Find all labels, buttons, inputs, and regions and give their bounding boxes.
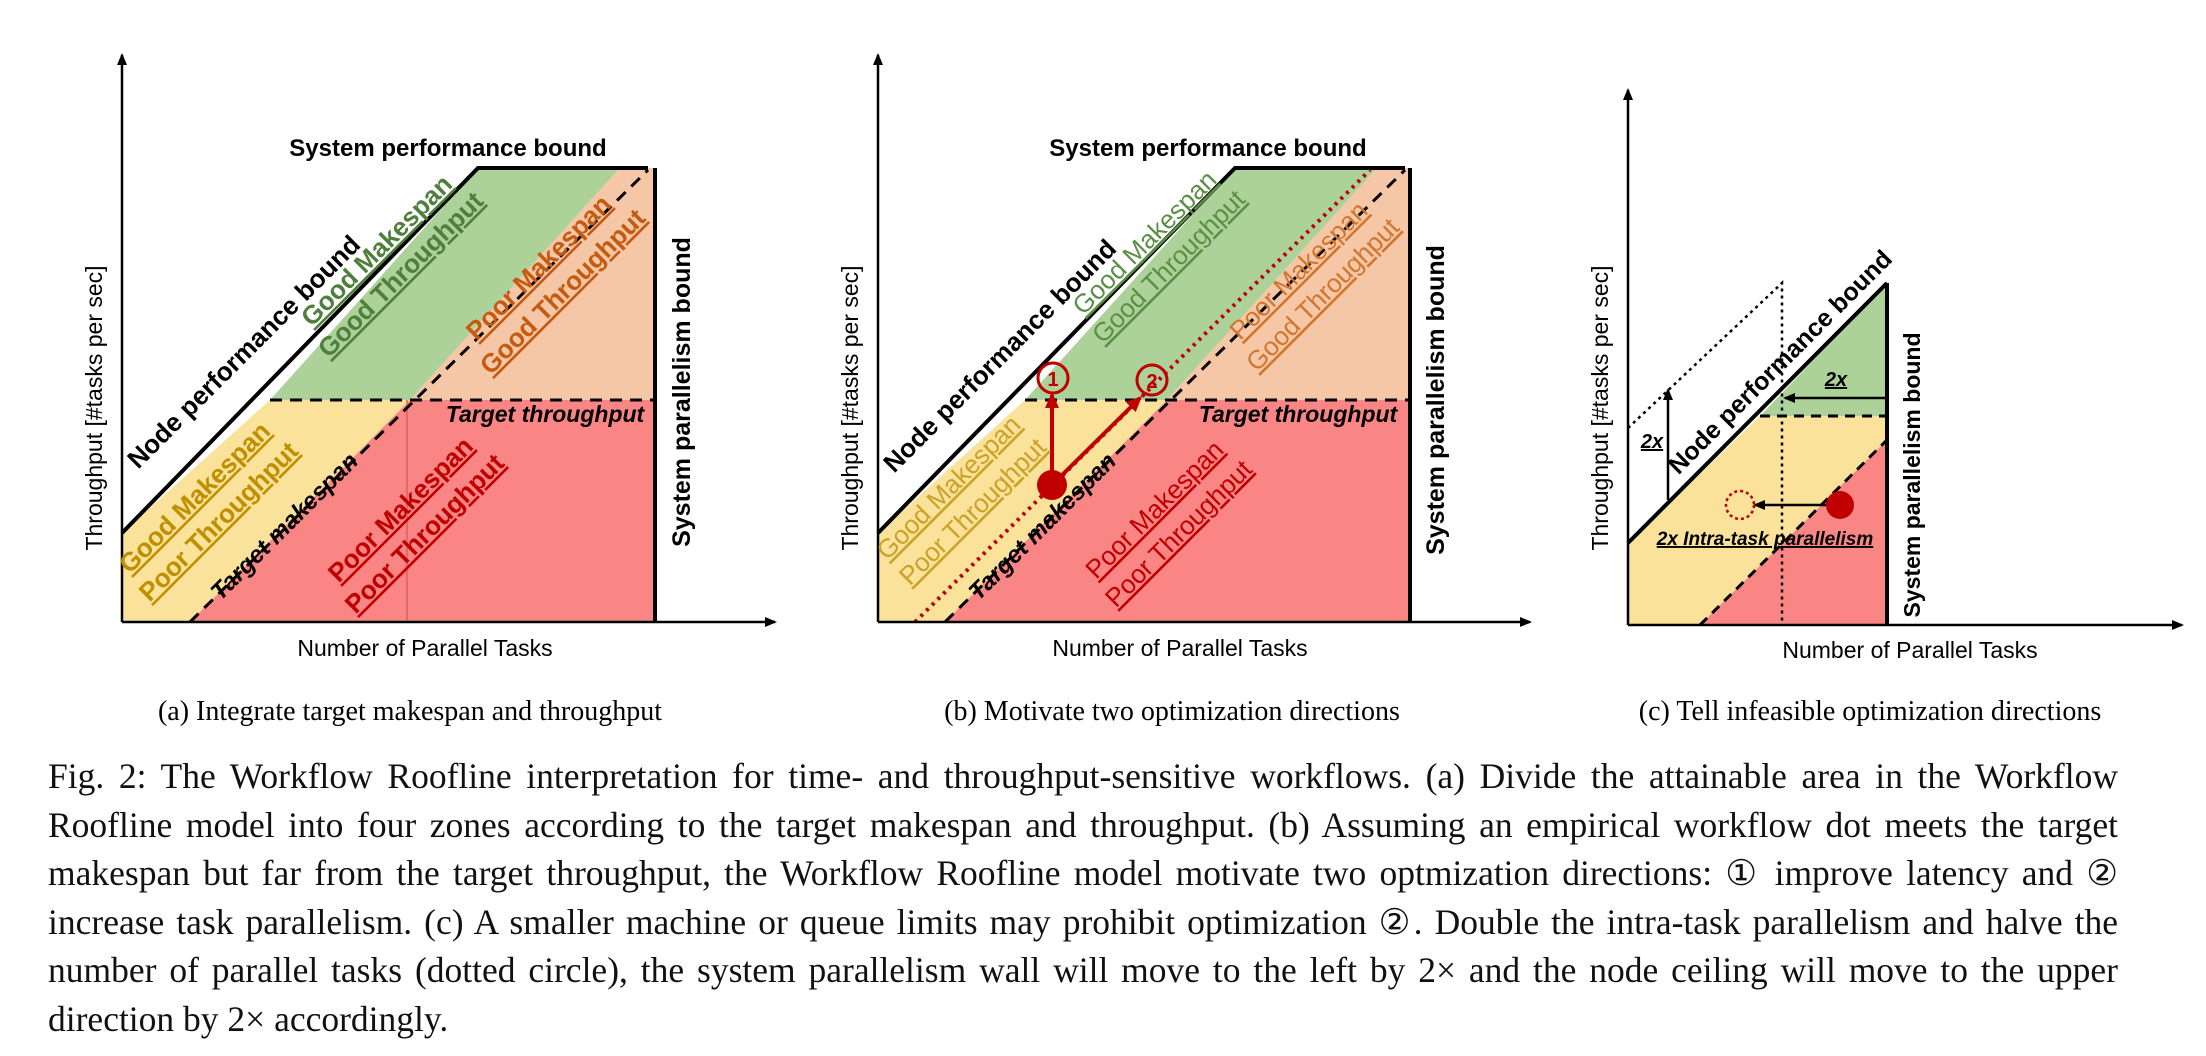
shift-left-label: 2x <box>1824 369 1848 391</box>
zone-yellow <box>878 400 1167 622</box>
caption-part3: increase task parallelism. (c) A smaller… <box>48 901 1379 942</box>
x-axis-label: Number of Parallel Tasks <box>1052 635 1307 661</box>
roofline-outline <box>876 166 1405 535</box>
workflow-dot <box>1826 491 1854 519</box>
makespan-dashed-line <box>1698 438 1889 627</box>
system-parallelism-bound-label: System parallelism bound <box>668 237 696 547</box>
y-axis-label: Throughput [#tasks per sec] <box>81 265 107 550</box>
caption-part2: improve latency and <box>1761 853 2087 893</box>
caption-circle-2: ② <box>2086 853 2119 893</box>
caption-part4: . Double the intra-task parallelism and … <box>48 901 2118 1039</box>
zone-green <box>1025 168 1377 400</box>
zone-green <box>270 168 620 400</box>
marker-1-label: 1 <box>1047 369 1058 391</box>
x-axis-label: Number of Parallel Tasks <box>1782 637 2037 663</box>
shift-up-label: 2x <box>1640 431 1664 453</box>
caption-fig-label: Fig. 2: <box>48 756 147 796</box>
arrow-increase-parallelism <box>1050 395 1143 487</box>
target-throughput-label: Target throughput <box>1199 401 1399 427</box>
subcaption-b: (b) Motivate two optimization directions <box>944 696 1400 727</box>
target-throughput-label: Target throughput <box>446 401 646 427</box>
subcaption-a: (a) Integrate target makespan and throug… <box>158 696 662 727</box>
intra-task-label: 2x Intra-task parallelism <box>1656 529 1874 550</box>
subcaption-c: (c) Tell infeasible optimization directi… <box>1639 696 2102 727</box>
system-performance-bound-label: System performance bound <box>289 135 606 162</box>
zone-yellow <box>1628 416 1887 625</box>
caption-part1: The Workflow Roofline interpretation for… <box>48 756 2118 893</box>
workflow-dot <box>1037 470 1067 500</box>
zone-red <box>945 400 1410 622</box>
marker-1-circle <box>1036 361 1070 395</box>
dotted-red-diagonal <box>913 168 1372 624</box>
marker-2-circle <box>1135 363 1169 397</box>
caption-circle-1: ① <box>1725 853 1762 893</box>
roofline-outline <box>120 166 648 535</box>
panel-c: 2x 2x 2x Intra-task parallelism Number o… <box>1587 88 2184 727</box>
zone-yellow <box>122 400 410 622</box>
marker-2-label: 2 <box>1146 371 1157 393</box>
roofline-outline <box>1626 281 1889 545</box>
target-makespan-line <box>943 168 1407 624</box>
shifted-node-ceiling <box>1627 280 1784 625</box>
x-axis-label: Number of Parallel Tasks <box>297 635 552 661</box>
figure-caption: Fig. 2: The Workflow Roofline interpreta… <box>48 752 2118 1043</box>
system-parallelism-bound-label: System parallelism bound <box>1899 332 1925 617</box>
zone-red <box>1700 440 1887 625</box>
system-parallelism-bound-label: System parallelism bound <box>1422 245 1450 555</box>
panel-a: Number of Parallel Tasks Throughput [#ta… <box>81 53 777 727</box>
y-axis-label: Throughput [#tasks per sec] <box>837 265 863 550</box>
y-axis-label: Throughput [#tasks per sec] <box>1587 265 1613 550</box>
zone-red <box>190 400 655 622</box>
dotted-circle <box>1724 489 1756 521</box>
panel-b: 1 2 Number of Parallel Tasks Throughput … <box>837 53 1532 727</box>
caption-circle-3: ② <box>1378 901 1414 942</box>
target-makespan-line <box>188 168 650 624</box>
system-performance-bound-label: System performance bound <box>1049 135 1366 162</box>
